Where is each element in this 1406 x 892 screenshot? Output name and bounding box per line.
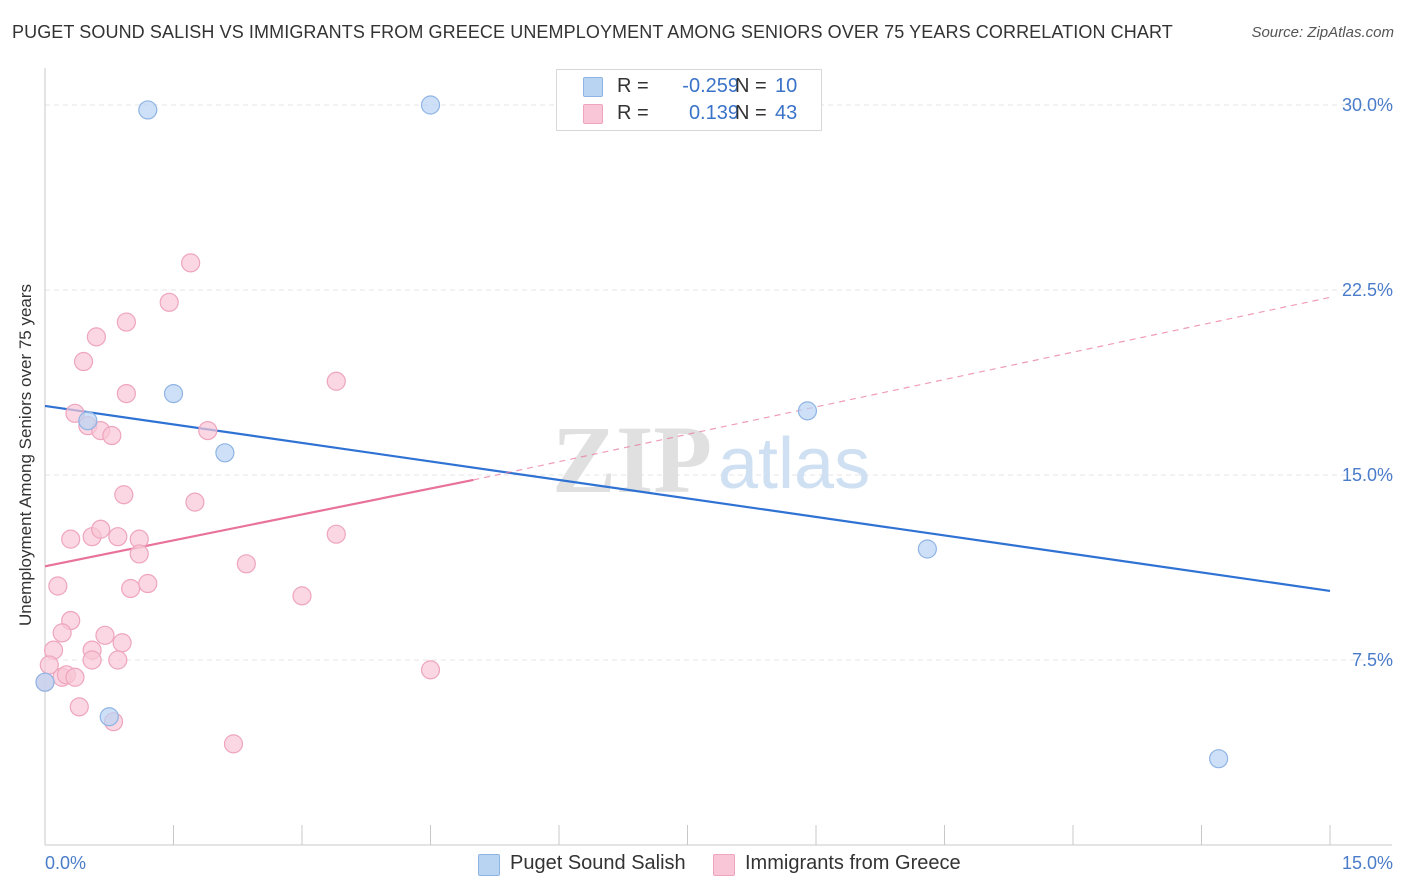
point-immigrants-from-greece bbox=[292, 586, 312, 606]
point-immigrants-from-greece bbox=[73, 351, 94, 372]
point-immigrants-from-greece bbox=[198, 421, 218, 441]
source-credit: Source: ZipAtlas.com bbox=[1251, 24, 1394, 41]
point-immigrants-from-greece bbox=[65, 667, 85, 687]
watermark-atlas: atlas bbox=[718, 424, 870, 504]
point-immigrants-from-greece bbox=[61, 529, 81, 549]
bottom-legend-label: Immigrants from Greece bbox=[745, 852, 961, 874]
point-puget-sound-salish bbox=[138, 100, 158, 120]
y-tick-label: 30.0% bbox=[1342, 95, 1393, 115]
legend-n-value: 43 bbox=[775, 102, 798, 124]
point-immigrants-from-greece bbox=[185, 492, 205, 512]
trend-line-immigrants-extension bbox=[473, 296, 1331, 481]
y-tick-label: 7.5% bbox=[1352, 650, 1393, 670]
point-immigrants-from-greece bbox=[223, 734, 244, 754]
legend-n-label: N = bbox=[735, 75, 767, 97]
point-puget-sound-salish bbox=[215, 443, 235, 463]
trend-lines bbox=[44, 296, 1331, 593]
point-immigrants-from-greece bbox=[108, 527, 128, 547]
point-puget-sound-salish bbox=[35, 672, 55, 692]
axes bbox=[44, 68, 1392, 846]
point-puget-sound-salish bbox=[163, 384, 184, 404]
point-immigrants-from-greece bbox=[181, 253, 201, 273]
y-tick-label: 15.0% bbox=[1342, 465, 1393, 485]
point-immigrants-from-greece bbox=[52, 623, 72, 643]
point-puget-sound-salish bbox=[99, 707, 119, 727]
point-immigrants-from-greece bbox=[236, 554, 256, 574]
tick-labels: 7.5% 15.0% 22.5% 30.0% 0.0% 15.0% bbox=[45, 95, 1393, 873]
x-tick-label: 0.0% bbox=[45, 853, 86, 873]
point-immigrants-from-greece bbox=[82, 650, 102, 670]
point-immigrants-from-greece bbox=[420, 660, 441, 680]
legend-r-label: R = bbox=[617, 102, 649, 124]
legend-n-label: N = bbox=[735, 102, 767, 124]
watermark-zip: ZIP bbox=[552, 406, 712, 513]
point-immigrants-from-greece bbox=[326, 371, 346, 391]
point-immigrants-from-greece bbox=[48, 576, 68, 596]
point-immigrants-from-greece bbox=[326, 524, 346, 544]
bottom-legend-label: Puget Sound Salish bbox=[510, 852, 686, 874]
legend-swatch-pink bbox=[583, 104, 603, 124]
point-puget-sound-salish bbox=[1209, 749, 1229, 769]
point-immigrants-from-greece bbox=[116, 384, 136, 404]
grid-lines bbox=[45, 104, 1392, 661]
point-immigrants-from-greece bbox=[138, 573, 158, 594]
point-immigrants-from-greece bbox=[95, 625, 115, 645]
legend-r-label: R = bbox=[617, 75, 649, 97]
point-immigrants-from-greece bbox=[129, 544, 149, 564]
bottom-legend-swatch-blue bbox=[478, 854, 500, 876]
point-immigrants-from-greece bbox=[112, 633, 132, 653]
correlation-legend: R = -0.259 N = 10 R = 0.139 N = 43 bbox=[556, 69, 822, 131]
watermark: ZIP atlas bbox=[552, 406, 870, 513]
legend-swatch-blue bbox=[583, 77, 603, 97]
point-immigrants-from-greece bbox=[121, 578, 141, 599]
point-immigrants-from-greece bbox=[159, 292, 179, 312]
point-puget-sound-salish bbox=[420, 95, 441, 115]
chart-title: PUGET SOUND SALISH VS IMMIGRANTS FROM GR… bbox=[12, 22, 1173, 42]
x-tick-label: 15.0% bbox=[1342, 853, 1393, 873]
point-immigrants-from-greece bbox=[108, 650, 128, 670]
trend-line-puget-sound-salish bbox=[44, 404, 1331, 593]
point-immigrants-from-greece bbox=[114, 485, 134, 505]
point-immigrants-from-greece bbox=[102, 425, 122, 446]
y-tick-label: 22.5% bbox=[1342, 280, 1393, 300]
point-immigrants-from-greece bbox=[86, 327, 107, 347]
point-puget-sound-salish bbox=[78, 411, 98, 431]
bottom-legend-swatch-pink bbox=[713, 854, 735, 876]
legend-n-value: 10 bbox=[775, 75, 798, 97]
point-immigrants-from-greece bbox=[69, 697, 89, 717]
point-immigrants-from-greece bbox=[91, 519, 111, 539]
legend-r-value: 0.139 bbox=[688, 102, 739, 124]
point-puget-sound-salish bbox=[917, 539, 937, 559]
point-puget-sound-salish bbox=[797, 401, 818, 421]
trend-line-immigrants-from-greece bbox=[44, 478, 474, 568]
data-points bbox=[35, 95, 1229, 769]
point-immigrants-from-greece bbox=[116, 312, 136, 332]
legend-r-value: -0.259 bbox=[682, 75, 739, 97]
